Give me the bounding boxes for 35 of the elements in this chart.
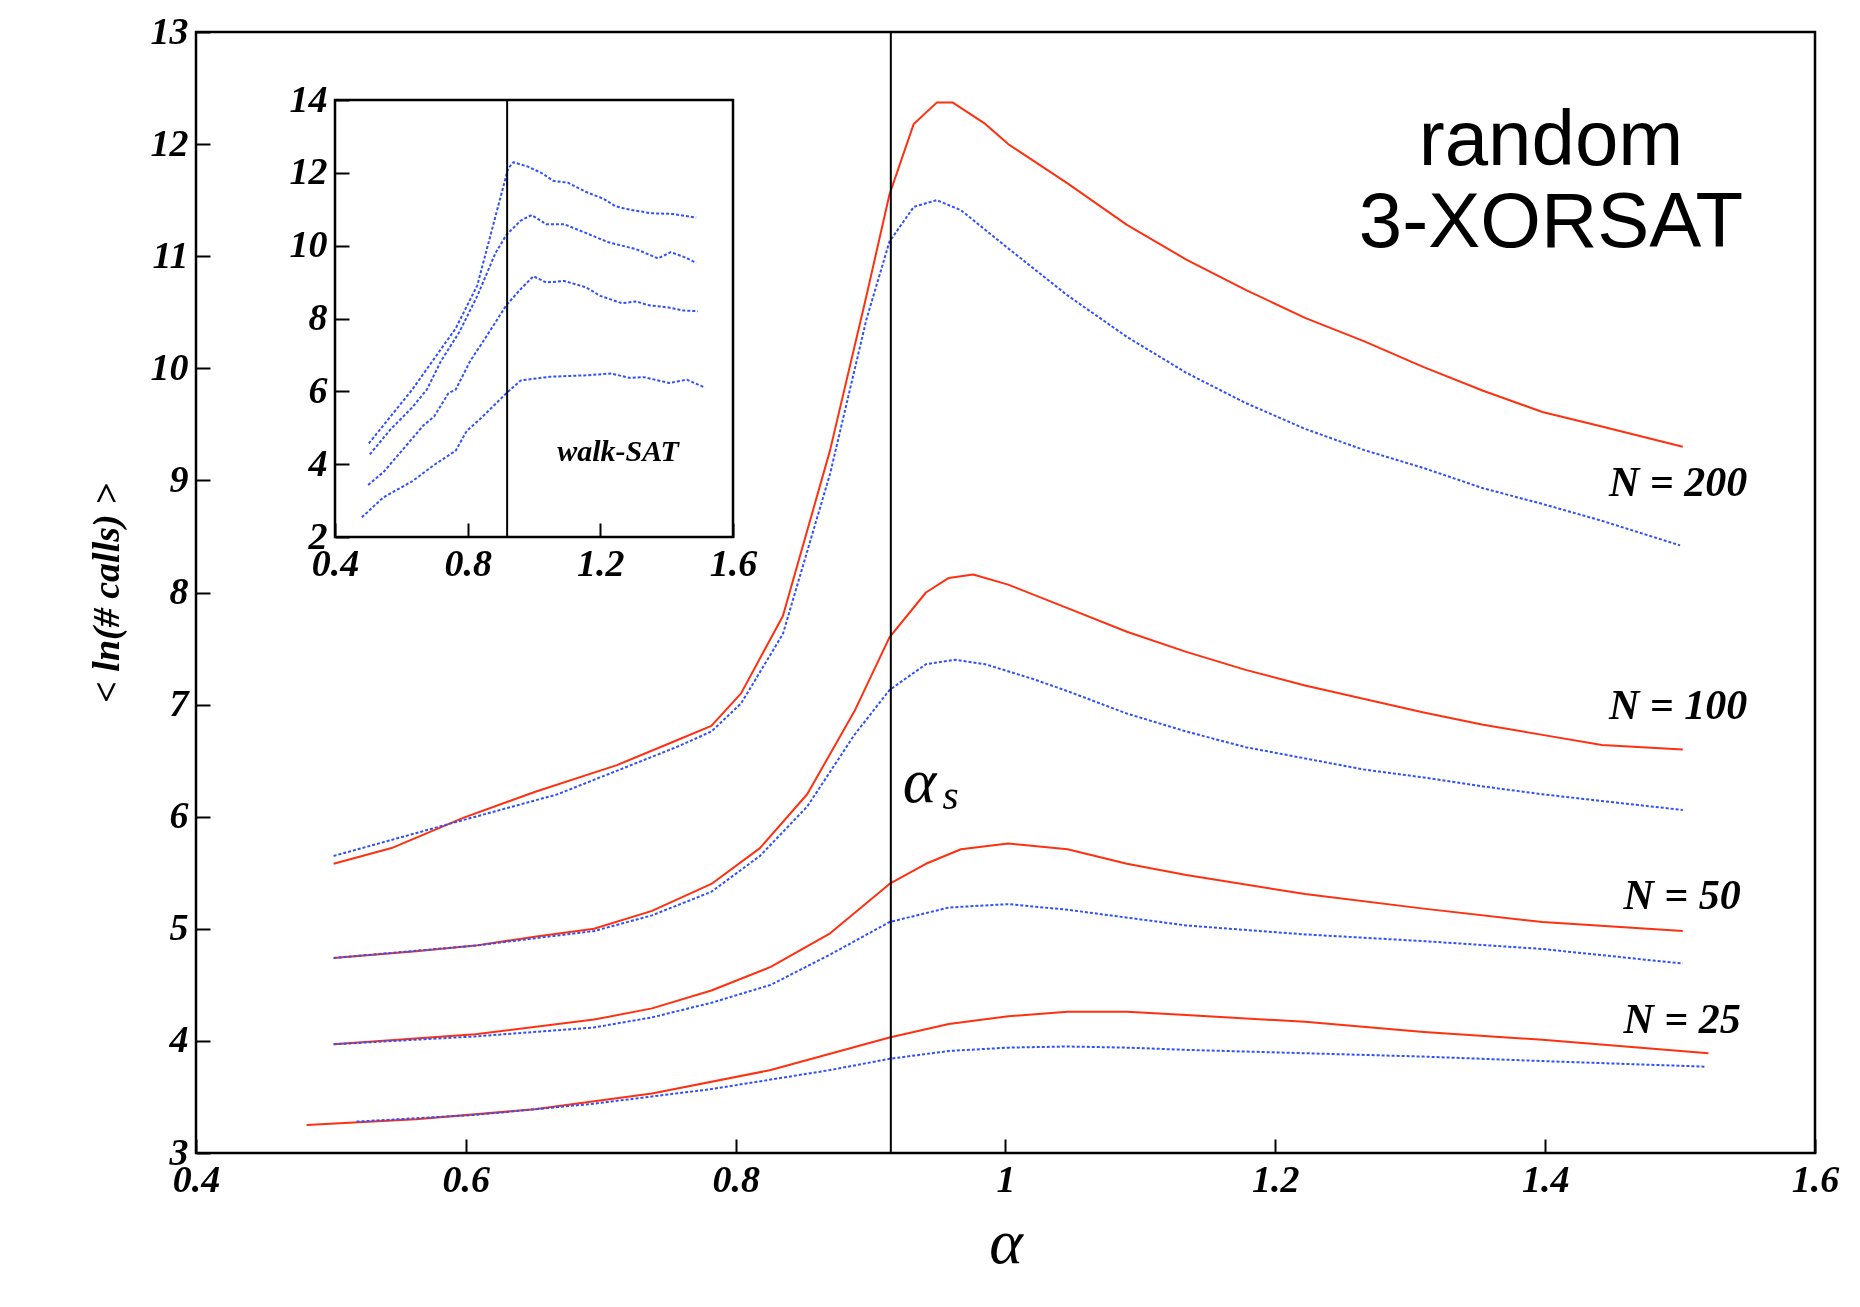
- annotation: N = 200: [1607, 459, 1748, 505]
- x-tick-label: 0.8: [444, 541, 492, 584]
- y-tick-label: 5: [169, 906, 189, 949]
- line-series: [367, 275, 699, 486]
- line-series: [355, 1045, 1707, 1123]
- y-tick-label: 4: [168, 1018, 189, 1061]
- y-tick-label: 8: [169, 570, 189, 612]
- y-tick-label: 4: [307, 441, 328, 484]
- y-tick-label: 13: [150, 9, 189, 52]
- x-tick-label: 0.6: [442, 1157, 491, 1200]
- annotation: N = 25: [1622, 996, 1741, 1042]
- y-tick-label: 7: [169, 682, 191, 725]
- y-tick-label: 12: [289, 150, 328, 193]
- x-tick-label: 1.2: [1252, 1157, 1300, 1200]
- y-tick-label: 10: [289, 223, 328, 266]
- y-tick-label: 6: [308, 368, 328, 411]
- y-tick-label: 11: [152, 233, 189, 276]
- x-tick-label: 1: [996, 1157, 1016, 1200]
- x-tick-label: 1.6: [709, 541, 758, 584]
- y-tick-label: 8: [308, 296, 328, 338]
- x-axis-title: α: [989, 1205, 1025, 1277]
- annotation: N = 100: [1607, 682, 1748, 728]
- y-tick-label: 9: [169, 457, 189, 500]
- x-tick-label: 1.2: [577, 541, 625, 584]
- y-tick-label: 6: [169, 794, 189, 837]
- y-tick-label: 14: [289, 77, 328, 120]
- x-tick-label: 0.8: [712, 1157, 760, 1200]
- y-tick-label: 10: [150, 345, 189, 388]
- annotation: N = 50: [1622, 872, 1741, 918]
- y-tick-label: 12: [150, 121, 189, 164]
- y-axis-title: < ln(# calls) >: [84, 483, 128, 703]
- x-tick-label: 1.4: [1521, 1157, 1570, 1200]
- annotation: random 3-XORSAT: [1358, 94, 1744, 264]
- x-tick-label: 1.6: [1791, 1157, 1840, 1200]
- annotation: walk-SAT: [557, 434, 681, 467]
